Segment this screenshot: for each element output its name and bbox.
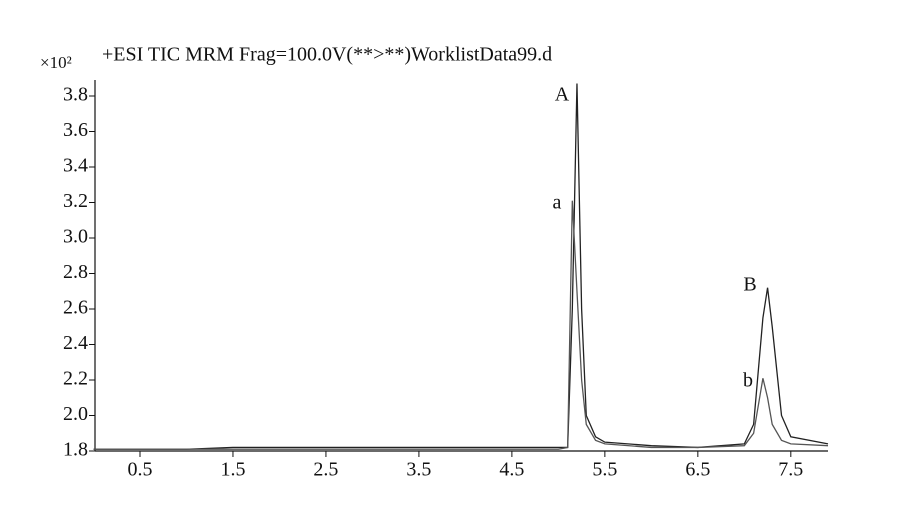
- x-tick-label: 6.5: [685, 459, 710, 481]
- y-tick-label: 3.8: [63, 84, 88, 106]
- x-tick-label: 5.5: [592, 459, 617, 481]
- y-multiplier: ×10²: [40, 53, 72, 72]
- y-tick-label: 2.6: [63, 297, 88, 319]
- y-tick-label: 2.4: [63, 332, 88, 354]
- peak-label: A: [555, 84, 570, 106]
- x-tick-label: 4.5: [499, 459, 524, 481]
- series-line: [93, 200, 829, 450]
- x-tick-label: 3.5: [406, 459, 431, 481]
- peak-label: b: [743, 370, 753, 392]
- peak-label: a: [553, 192, 562, 214]
- y-tick-label: 1.8: [63, 439, 88, 461]
- series-line: [93, 83, 829, 450]
- y-tick-label: 2.2: [63, 368, 88, 390]
- peak-label: B: [743, 274, 756, 296]
- chart-title: +ESI TIC MRM Frag=100.0V(**>**)WorklistD…: [102, 44, 552, 66]
- y-tick-label: 3.0: [63, 226, 88, 248]
- y-tick-label: 2.0: [63, 403, 88, 425]
- y-tick-label: 3.6: [63, 119, 88, 141]
- y-tick-label: 3.2: [63, 190, 88, 212]
- x-tick-label: 2.5: [313, 459, 338, 481]
- x-tick-label: 7.5: [778, 459, 803, 481]
- y-tick-label: 3.4: [63, 155, 88, 177]
- x-tick-label: 1.5: [220, 459, 245, 481]
- y-tick-label: 2.8: [63, 261, 88, 283]
- x-tick-label: 0.5: [127, 459, 152, 481]
